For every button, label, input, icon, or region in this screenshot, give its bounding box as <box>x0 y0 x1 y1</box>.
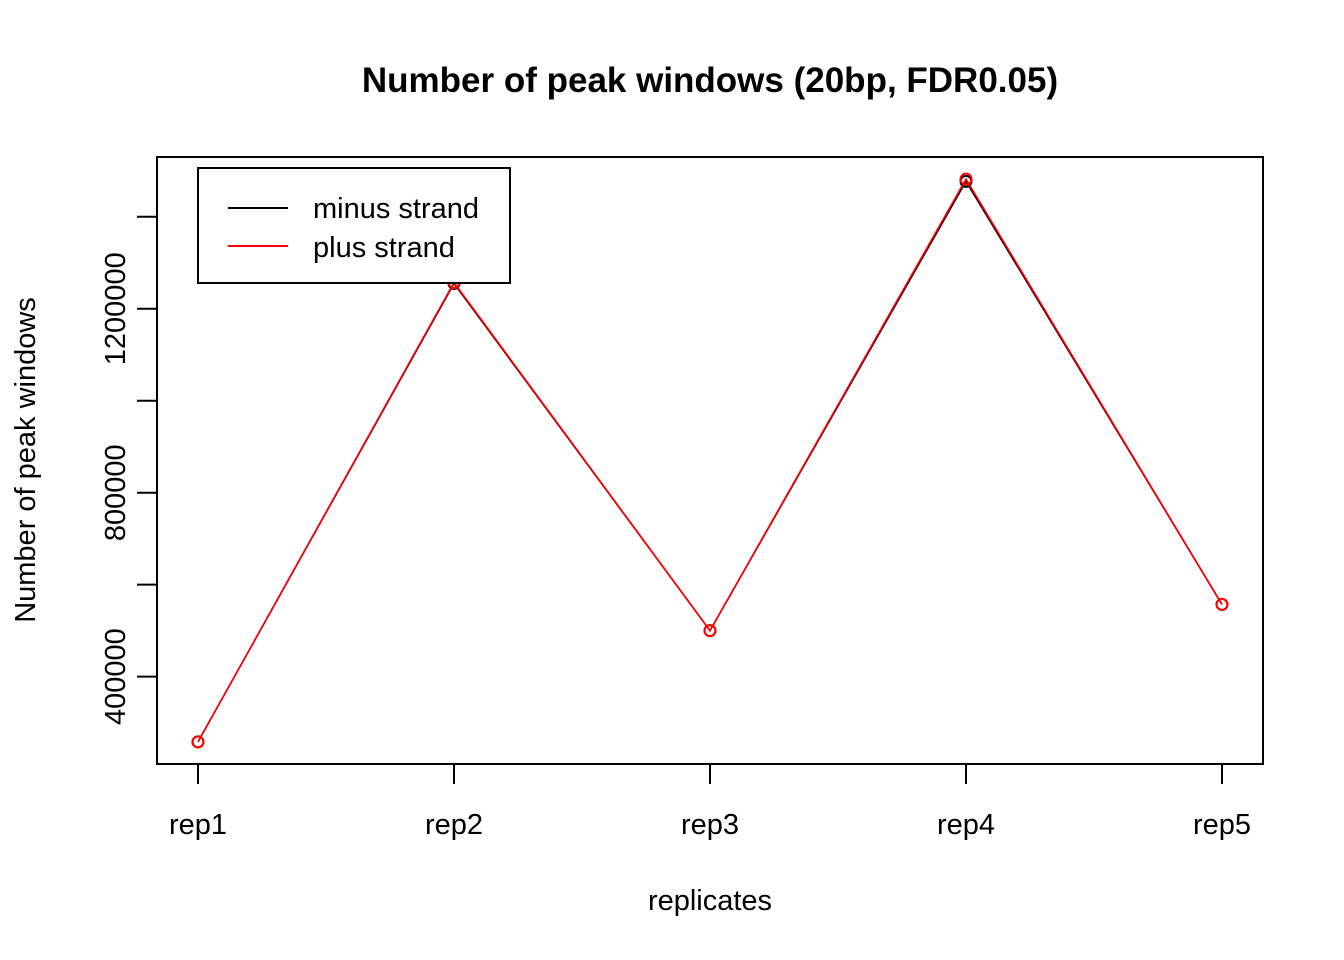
y-tick-label: 800000 <box>100 444 132 541</box>
x-axis: rep1 rep2 rep3 rep4 rep5 <box>169 763 1251 841</box>
x-tick-label: rep5 <box>1193 809 1251 841</box>
y-tick-label: 400000 <box>100 628 132 725</box>
x-tick-label: rep2 <box>425 809 483 841</box>
legend: minus strand plus strand <box>197 167 511 284</box>
x-tick-label: rep1 <box>169 809 227 841</box>
x-tick-label: rep4 <box>937 809 995 841</box>
x-axis-label: replicates <box>648 885 772 917</box>
legend-label-minus-strand: minus strand <box>313 193 479 225</box>
x-tick-label: rep3 <box>681 809 739 841</box>
data-point-plus-strand <box>1215 597 1229 611</box>
series-line-plus-strand <box>197 177 1223 743</box>
chart-title: Number of peak windows (20bp, FDR0.05) <box>362 61 1058 100</box>
legend-box <box>197 167 511 284</box>
data-point-plus-strand <box>959 172 973 186</box>
legend-label-plus-strand: plus strand <box>313 232 455 264</box>
data-point-plus-strand <box>703 624 717 638</box>
data-point-plus-strand <box>191 735 205 749</box>
y-axis: 400000 800000 1200000 <box>100 215 158 725</box>
y-tick-label: 1200000 <box>100 252 132 365</box>
y-axis-label: Number of peak windows <box>10 297 42 623</box>
